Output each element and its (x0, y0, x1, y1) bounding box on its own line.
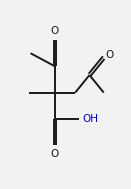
Text: O: O (51, 149, 59, 159)
Text: O: O (106, 50, 114, 60)
Text: OH: OH (82, 114, 98, 124)
Text: O: O (51, 26, 59, 36)
